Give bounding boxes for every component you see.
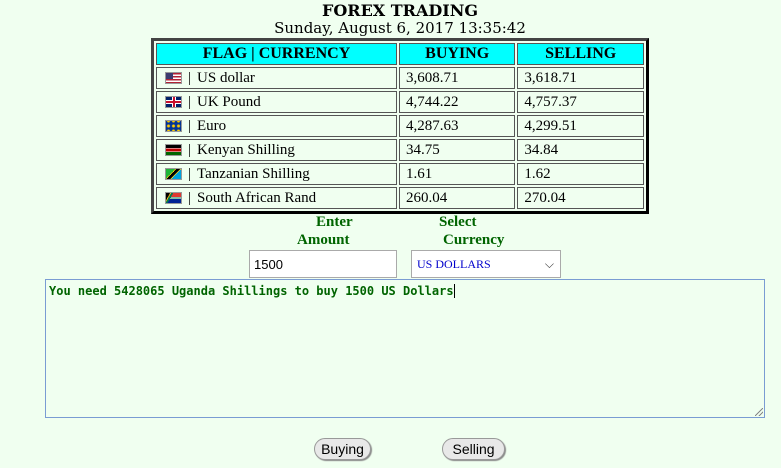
chevron-down-icon: ⌵ xyxy=(544,257,554,271)
currency-cell: | UK Pound xyxy=(156,91,397,113)
selling-rate: 34.84 xyxy=(517,139,644,161)
table-row: | US dollar 3,608.71 3,618.71 xyxy=(156,67,644,89)
table-header-row: FLAG | CURRENCY BUYING SELLING xyxy=(156,43,644,65)
us-flag-icon xyxy=(165,72,182,85)
buying-rate: 34.75 xyxy=(398,139,516,161)
separator: | xyxy=(188,165,192,182)
selling-rate: 3,618.71 xyxy=(517,67,644,89)
currency-select-value: US DOLLARS xyxy=(417,257,491,271)
current-datetime: Sunday, August 6, 2017 13:35:42 xyxy=(274,19,526,37)
buying-button[interactable]: Buying xyxy=(314,438,371,460)
eu-flag-icon xyxy=(165,120,182,133)
south-africa-flag-icon xyxy=(165,192,182,205)
column-header-selling: SELLING xyxy=(517,43,644,65)
currency-name: Kenyan Shilling xyxy=(197,141,295,158)
currency-select[interactable]: US DOLLARS ⌵ xyxy=(411,250,561,278)
selling-rate: 1.62 xyxy=(517,163,644,185)
table-row: | Kenyan Shilling 34.75 34.84 xyxy=(156,139,644,161)
buying-rate: 1.61 xyxy=(398,163,516,185)
currency-name: UK Pound xyxy=(197,93,261,110)
column-header-buying: BUYING xyxy=(398,43,516,65)
currency-cell: | Kenyan Shilling xyxy=(156,139,397,161)
text-cursor xyxy=(453,284,455,298)
separator: | xyxy=(188,69,192,86)
currency-label-line1: Select xyxy=(439,214,477,230)
selling-rate: 4,299.51 xyxy=(517,115,644,137)
buying-rate: 3,608.71 xyxy=(398,67,516,89)
resize-handle-icon[interactable] xyxy=(755,408,763,416)
uk-flag-icon xyxy=(165,96,182,109)
page-title: FOREX TRADING xyxy=(321,1,479,20)
selling-rate: 270.04 xyxy=(517,187,644,209)
table-row: | Euro 4,287.63 4,299.51 xyxy=(156,115,644,137)
buying-rate: 4,744.22 xyxy=(398,91,516,113)
currency-cell: | US dollar xyxy=(156,67,397,89)
separator: | xyxy=(188,93,192,110)
separator: | xyxy=(188,117,192,134)
table-row: | UK Pound 4,744.22 4,757.37 xyxy=(156,91,644,113)
buying-rate: 260.04 xyxy=(398,187,516,209)
tanzania-flag-icon xyxy=(165,168,182,181)
table-row: | South African Rand 260.04 270.04 xyxy=(156,187,644,209)
buying-rate: 4,287.63 xyxy=(398,115,516,137)
rates-table: FLAG | CURRENCY BUYING SELLING | US dolla… xyxy=(151,38,649,214)
currency-name: US dollar xyxy=(197,69,255,86)
result-text: You need 5428065 Uganda Shillings to buy… xyxy=(49,284,454,298)
result-textarea[interactable]: You need 5428065 Uganda Shillings to buy… xyxy=(45,279,765,418)
currency-name: South African Rand xyxy=(197,189,317,206)
selling-rate: 4,757.37 xyxy=(517,91,644,113)
separator: | xyxy=(188,141,192,158)
separator: | xyxy=(188,189,192,206)
table-row: | Tanzanian Shilling 1.61 1.62 xyxy=(156,163,644,185)
currency-cell: | Tanzanian Shilling xyxy=(156,163,397,185)
currency-cell: | Euro xyxy=(156,115,397,137)
column-header-currency: FLAG | CURRENCY xyxy=(156,43,397,65)
kenya-flag-icon xyxy=(165,144,182,157)
amount-label-line2: Amount xyxy=(297,232,350,248)
selling-button[interactable]: Selling xyxy=(442,438,505,460)
amount-input[interactable] xyxy=(249,250,397,278)
currency-cell: | South African Rand xyxy=(156,187,397,209)
currency-name: Euro xyxy=(197,117,227,134)
currency-label-line2: Currency xyxy=(443,232,505,248)
amount-label-line1: Enter xyxy=(316,214,353,230)
currency-name: Tanzanian Shilling xyxy=(197,165,310,182)
